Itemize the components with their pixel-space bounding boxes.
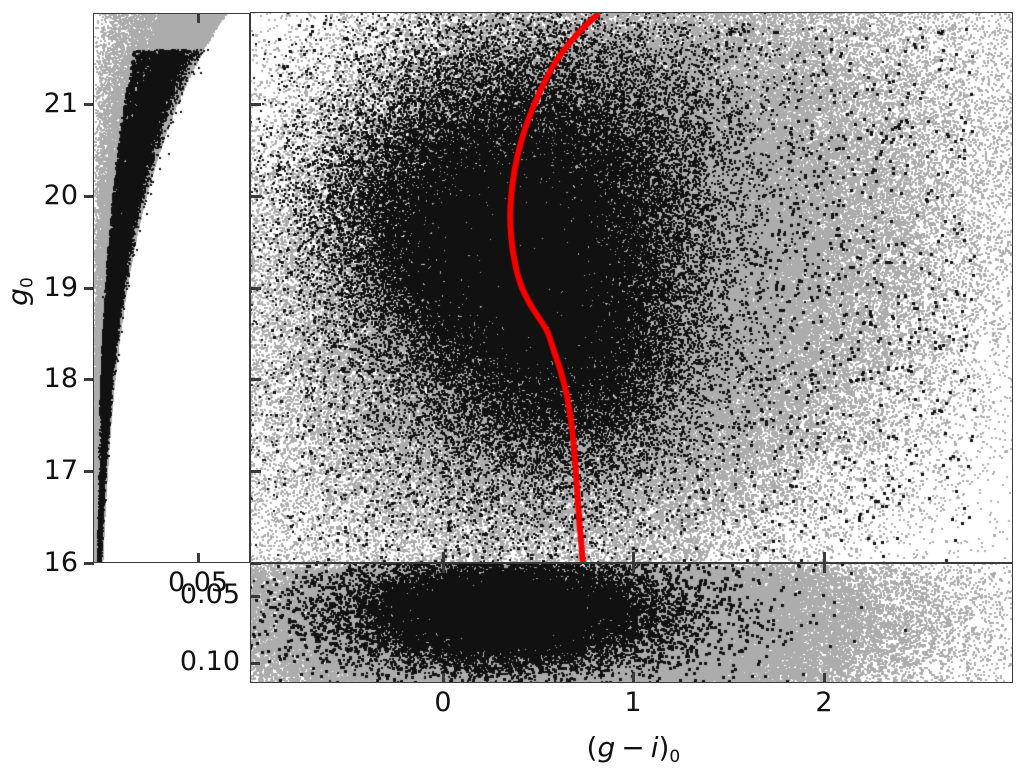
error-panel-left-canvas [93,13,250,563]
x-axis-title-minus: − [621,731,645,764]
x-axis-title-i: i [650,731,659,764]
cmd-panel-main-canvas [250,12,1013,563]
ytick-label-bottom-1: 0.10 [179,646,240,677]
ytick-label-20: 20 [43,180,78,211]
x-axis-title-subscript: 0 [669,747,681,767]
ytick-label-21: 21 [43,88,78,119]
xtick-label-2: 2 [815,687,833,718]
ytick-label-17: 17 [43,455,78,486]
y-axis-title-symbol: g [1,288,35,306]
error-panel-bottom-canvas [250,563,1013,683]
xtick-label-left-0: 0.05 [167,567,229,598]
x-axis-title-close: ) [658,731,670,764]
ytick-label-bottom-0: 0.05 [179,579,240,610]
xtick-label-0: 0 [434,687,452,718]
x-axis-title-open: ( [586,731,598,764]
ytick-label-16: 16 [43,547,78,578]
x-axis-title: (g − i)0 [553,731,713,767]
xtick-label-1: 1 [624,687,642,718]
ytick-label-18: 18 [43,363,78,394]
y-axis-title-subscript: 0 [17,277,38,289]
x-axis-title-g: g [597,731,616,764]
ytick-label-19: 19 [43,272,78,303]
y-axis-title: g0 [1,252,38,332]
